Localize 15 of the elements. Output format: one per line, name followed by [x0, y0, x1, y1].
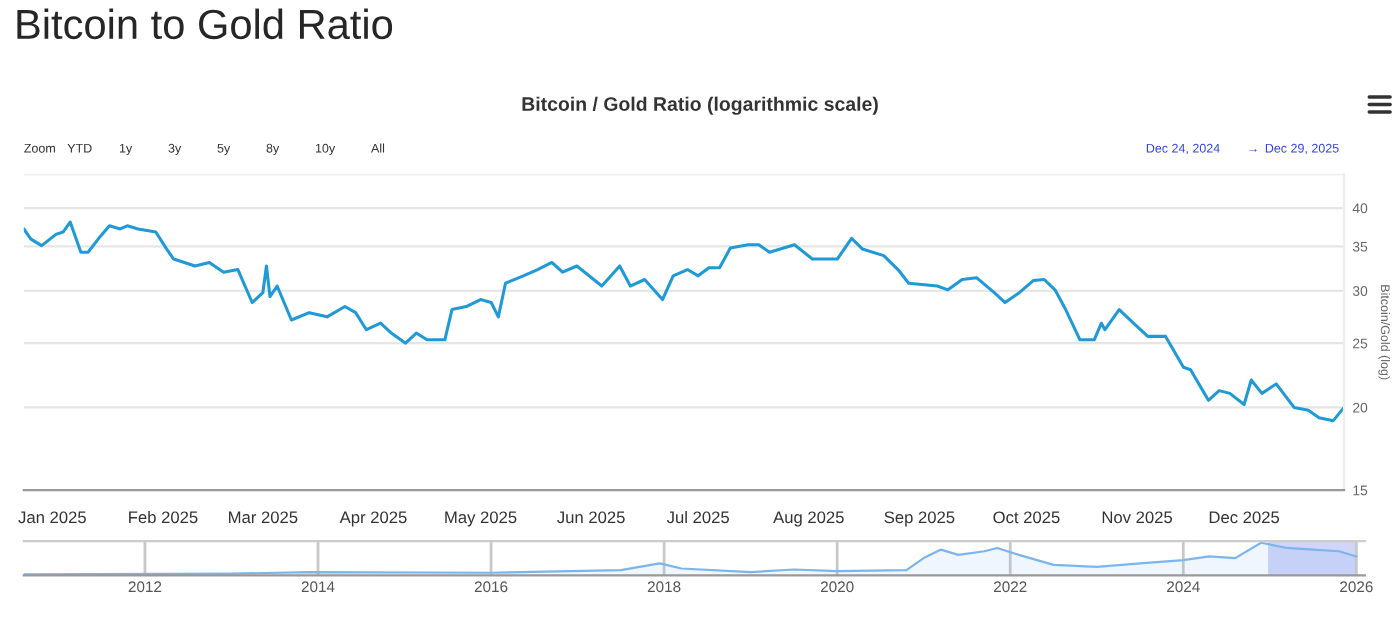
x-tick-label: Oct 2025	[993, 511, 1060, 524]
x-tick-label: Dec 2025	[1209, 511, 1280, 524]
x-tick-label: Feb 2025	[129, 510, 198, 524]
x-tick-label: Jul 2025	[666, 510, 729, 524]
x-tick-label: Aug 2025	[773, 511, 844, 527]
x-tick-label: Sep 2025	[884, 511, 955, 527]
x-tick-label: Jun 2025	[557, 511, 625, 524]
line-series	[23, 220, 1344, 423]
chart-title: Bitcoin to Gold Ratio	[17, 8, 393, 40]
x-tick-label: Apr 2025	[339, 511, 407, 527]
chart-subtitle: Bitcoin / Gold Ratio (logarithmic scale)	[522, 96, 878, 115]
x-tick-label: Jan 2025	[18, 511, 86, 524]
x-tick-label: May 2025	[445, 511, 517, 527]
x-tick-label: Nov 2025	[1102, 511, 1173, 524]
x-tick-label: Mar 2025	[229, 511, 298, 524]
